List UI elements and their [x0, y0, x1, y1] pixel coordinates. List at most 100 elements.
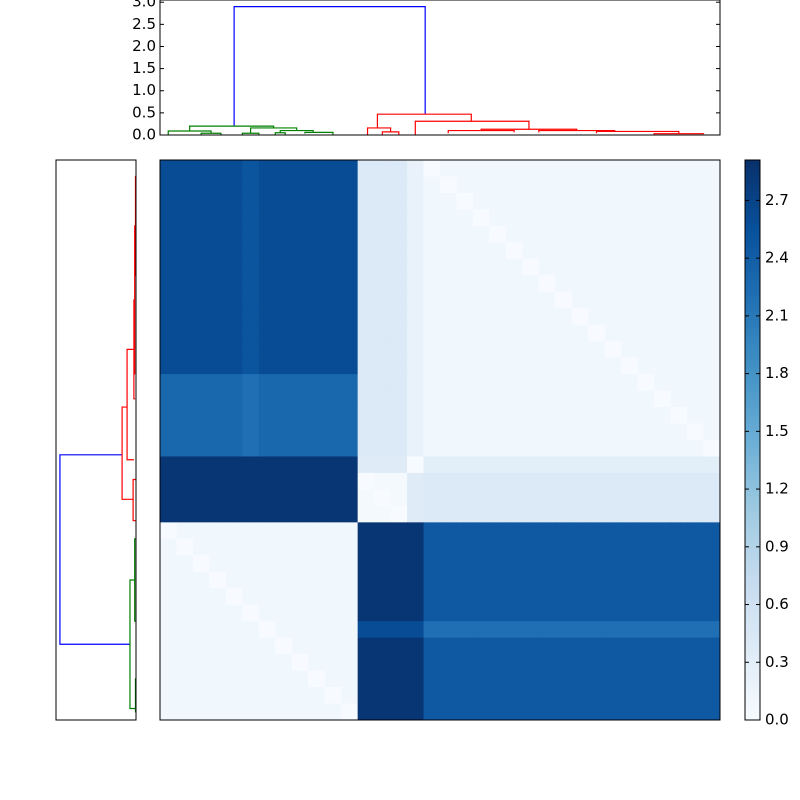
colorbar-gradient [745, 220, 760, 225]
heatmap-cell [209, 160, 227, 177]
heatmap-cell [291, 687, 309, 705]
colorbar-gradient [745, 188, 760, 193]
heatmap-cell [637, 258, 655, 276]
heatmap-cell [456, 472, 474, 490]
heatmap-cell [621, 440, 639, 457]
heatmap-cell [703, 209, 721, 227]
heatmap-cell [176, 275, 194, 293]
heatmap-cell [225, 538, 243, 556]
heatmap-cell [192, 242, 210, 260]
heatmap-cell [423, 621, 441, 639]
heatmap-cell [538, 407, 556, 425]
heatmap-cell [390, 242, 408, 260]
heatmap-cell [604, 308, 622, 326]
heatmap-cell [555, 654, 573, 672]
heatmap-cell [275, 522, 293, 540]
heatmap-cell [654, 604, 672, 622]
heatmap-cell [275, 225, 293, 243]
heatmap-cell [374, 176, 392, 194]
heatmap-cell [275, 209, 293, 227]
heatmap-cell [489, 308, 507, 326]
heatmap-cell [242, 703, 260, 721]
heatmap-cell [341, 423, 359, 441]
colorbar-gradient [745, 408, 760, 413]
colorbar-gradient [745, 252, 760, 257]
heatmap-cell [440, 390, 457, 408]
heatmap-cell [687, 571, 705, 589]
heatmap-cell [489, 160, 507, 177]
heatmap-cell [637, 209, 655, 227]
heatmap-cell [160, 538, 177, 556]
heatmap-frame [159, 159, 721, 721]
heatmap-cell [654, 588, 672, 606]
colorbar-gradient [745, 544, 760, 549]
heatmap-cell [687, 176, 705, 194]
heatmap-cell [308, 604, 326, 622]
heatmap-cell [571, 505, 589, 523]
heatmap-cell [440, 192, 457, 210]
heatmap-cell [472, 687, 490, 705]
heatmap-cell [687, 472, 705, 490]
heatmap-cell [505, 670, 523, 688]
heatmap-cell [258, 192, 276, 210]
colorbar-gradient [745, 472, 760, 477]
heatmap-cell [341, 374, 359, 392]
heatmap-cell [505, 209, 523, 227]
dendrogram-link [241, 132, 260, 135]
heatmap-cell [670, 670, 688, 688]
heatmap-cell [423, 555, 441, 573]
heatmap-cell [489, 505, 507, 523]
heatmap-cell [505, 621, 523, 639]
heatmap-cell [703, 440, 721, 457]
heatmap-cell [555, 472, 573, 490]
heatmap-cell [324, 242, 342, 260]
heatmap-cell [637, 390, 655, 408]
heatmap-cell [687, 390, 705, 408]
heatmap-cell [440, 440, 457, 457]
heatmap-cell [423, 225, 441, 243]
heatmap-cell [456, 423, 474, 441]
heatmap-cell [555, 291, 573, 309]
heatmap-cell [291, 192, 309, 210]
heatmap-cell [291, 670, 309, 688]
heatmap-cell [291, 472, 309, 490]
colorbar-tick-label: 2.7 [765, 191, 789, 209]
heatmap-cell [522, 538, 540, 556]
heatmap-cell [522, 291, 540, 309]
heatmap-cell [324, 225, 342, 243]
colorbar-gradient [745, 592, 760, 597]
heatmap-cell [604, 637, 622, 655]
heatmap-cell [341, 275, 359, 293]
heatmap-cell [604, 341, 622, 359]
colorbar-gradient [745, 172, 760, 177]
heatmap-cell [423, 374, 441, 392]
heatmap-cell [407, 489, 425, 507]
heatmap-cell [390, 258, 408, 276]
heatmap-cell [604, 423, 622, 441]
heatmap-cell [341, 621, 359, 639]
heatmap-cell [670, 374, 688, 392]
colorbar-gradient [745, 652, 760, 657]
heatmap-cell [571, 176, 589, 194]
heatmap-cell [703, 456, 721, 474]
heatmap-cell [489, 637, 507, 655]
heatmap-cell [324, 637, 342, 655]
heatmap-cell [390, 703, 408, 721]
heatmap-cell [341, 341, 359, 359]
heatmap-cell [654, 176, 672, 194]
colorbar-gradient [745, 204, 760, 209]
heatmap-cell [407, 225, 425, 243]
heatmap-cell [687, 555, 705, 573]
heatmap-cell [357, 703, 375, 721]
heatmap-cell [621, 703, 639, 721]
heatmap-cell [588, 357, 606, 375]
heatmap-cell [472, 192, 490, 210]
heatmap-cell [621, 489, 639, 507]
heatmap-cell [291, 555, 309, 573]
heatmap-cell [571, 192, 589, 210]
heatmap-cell [588, 374, 606, 392]
colorbar-gradient [745, 608, 760, 613]
heatmap-cell [291, 505, 309, 523]
heatmap-cell [670, 538, 688, 556]
heatmap-cell [604, 489, 622, 507]
